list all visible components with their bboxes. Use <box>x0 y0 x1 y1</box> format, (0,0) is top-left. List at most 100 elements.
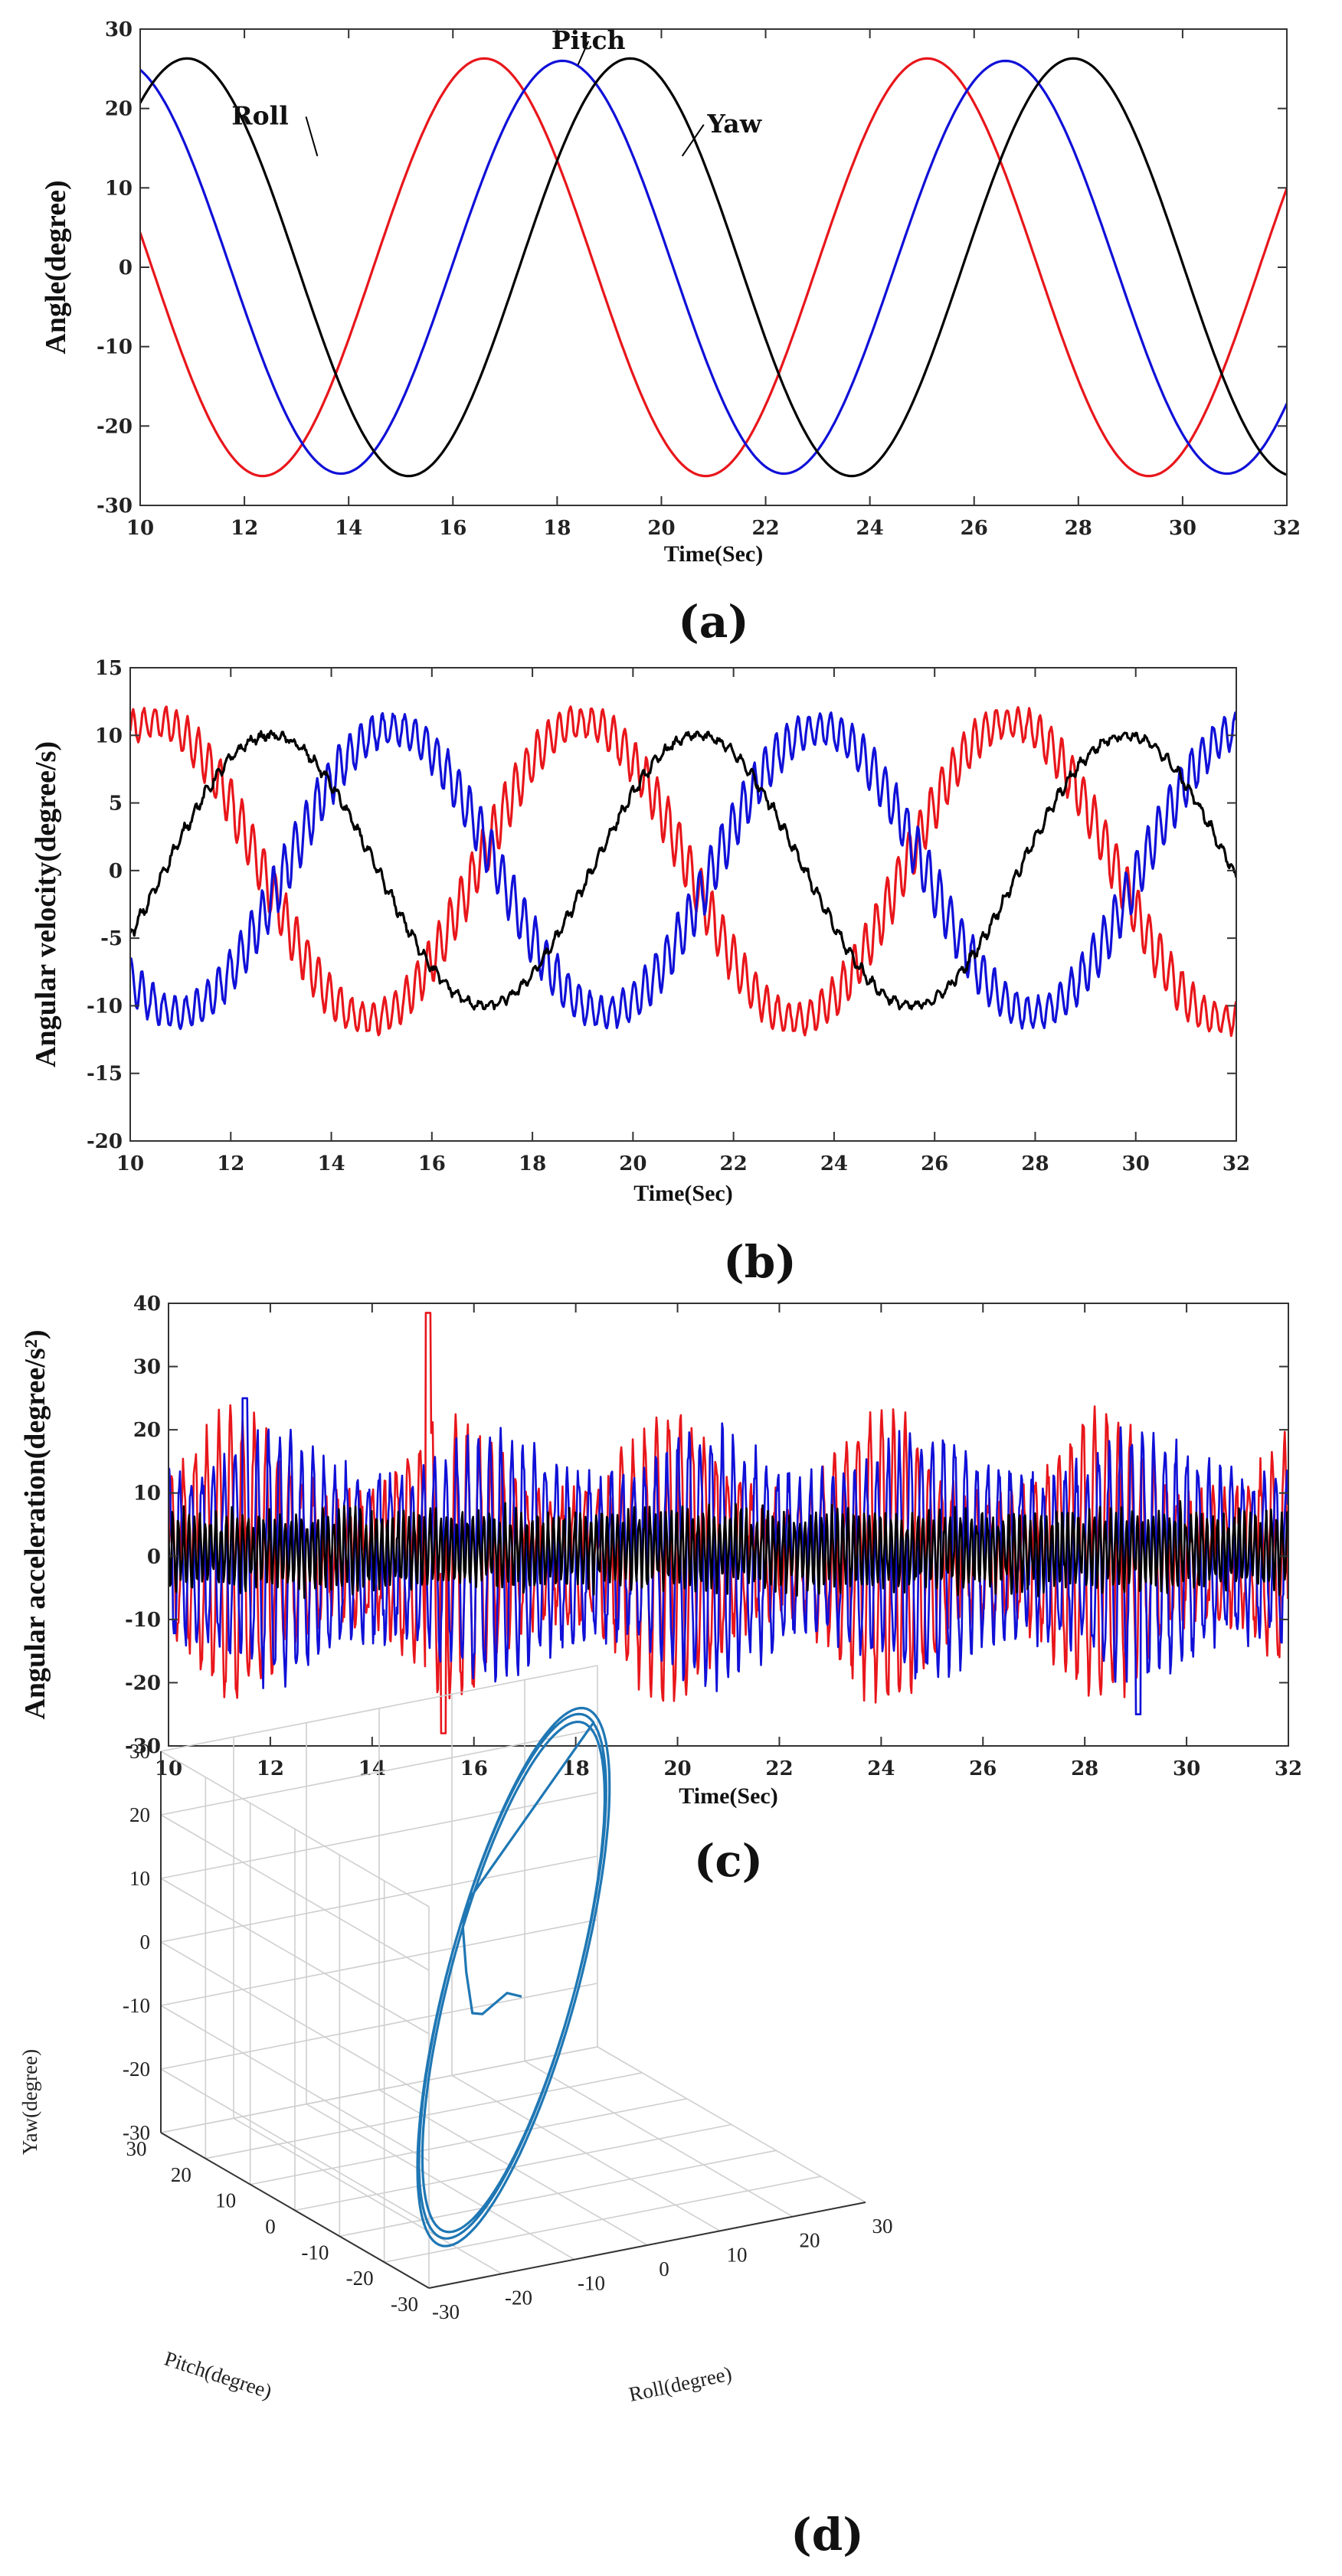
x-tick-label: 28 <box>1021 1152 1049 1175</box>
series-line-pitch-rate <box>130 711 1236 1031</box>
x-axis-label: Time(Sec) <box>664 541 763 567</box>
chart-c: 10 12 14 16 18 20 22 24 26 28 30 32403020100-10-20-… <box>19 1293 1302 1887</box>
y-tick-label: -20 <box>125 1672 161 1695</box>
y-axis-label: Angular velocity(degree/s) <box>30 741 62 1067</box>
y-tick-label: 0 <box>109 860 123 883</box>
chart-a: 10 12 14 16 18 20 22 24 26 28 30 32 30 20 10 0 -10 -20 -30… <box>40 18 1301 648</box>
annotation-label: Yaw <box>706 109 762 139</box>
x-tick-label: 10 <box>126 517 154 540</box>
x-tick-label: 28 <box>1071 1757 1098 1780</box>
pitch-tick-label: -30 <box>391 2293 418 2316</box>
pitch-axis-label: Pitch(degree) <box>162 2347 275 2403</box>
pitch-tick-label: 30 <box>126 2137 147 2160</box>
y-tick-label: 20 <box>105 98 133 121</box>
series-group <box>169 1312 1288 1734</box>
chart-b: 10 12 14 16 18 20 22 24 26 28 30 32 15 10 5 0 -5 -10 -15 -2… <box>30 657 1250 1288</box>
y-tick-label: 30 <box>133 1356 161 1379</box>
roll-axis-line <box>428 2202 866 2289</box>
roll-tick-label: 10 <box>727 2243 748 2266</box>
y-tick-label: 20 <box>133 1419 161 1442</box>
y-tick-label: 10 <box>95 724 123 747</box>
yaw-tick-label: 20 <box>129 1803 150 1826</box>
x-tick-label: 18 <box>519 1152 546 1175</box>
pitch-tick-label: 0 <box>265 2215 276 2238</box>
y-tick-label: -10 <box>125 1609 161 1632</box>
x-tick-label: 24 <box>820 1152 848 1175</box>
y-tick-label: -30 <box>97 495 133 518</box>
grid-line <box>160 1665 598 1752</box>
y-axis-label: Angular acceleration(degree/s²) <box>19 1329 51 1719</box>
y-tick-label: 10 <box>105 177 133 200</box>
series-line-attitude-trajectory <box>416 1706 611 2247</box>
x-tick-label: 32 <box>1275 1757 1302 1780</box>
pitch-tick-label: -20 <box>346 2267 374 2290</box>
series-line-roll <box>140 57 1287 478</box>
plot-frame <box>129 667 1237 1142</box>
series-line-yaw-acceleration <box>169 1500 1288 1600</box>
x-tick-label: 24 <box>867 1757 895 1780</box>
series-line-roll-acceleration <box>169 1312 1288 1734</box>
grid-line <box>160 1814 430 1971</box>
x-tick-label: 30 <box>1122 1152 1150 1175</box>
x-tick-label: 20 <box>647 517 675 540</box>
roll-tick-label: 20 <box>800 2229 820 2252</box>
pitch-tick-label: 10 <box>215 2189 236 2212</box>
x-tick-label: 12 <box>231 517 258 540</box>
annotation-label: Pitch <box>552 25 626 55</box>
x-tick-label: 30 <box>1173 1757 1200 1780</box>
annotation-leader <box>681 124 705 157</box>
roll-tick-label: 0 <box>659 2257 669 2280</box>
roll-axis-label: Roll(degree) <box>627 2362 734 2406</box>
y-tick-label: 40 <box>133 1293 161 1316</box>
x-tick-label: 12 <box>257 1757 284 1780</box>
roll-tick-label: -30 <box>432 2300 460 2323</box>
yaw-tick-label: -30 <box>123 2121 150 2144</box>
y-tick-label: -5 <box>100 927 123 950</box>
roll-tick-label: -20 <box>505 2286 532 2309</box>
roll-tick-label: 30 <box>872 2215 893 2238</box>
y-tick-label: 30 <box>105 18 133 41</box>
x-axis-label: Time(Sec) <box>679 1783 777 1809</box>
panel-caption: (c) <box>694 1835 763 1887</box>
panel-caption: (d) <box>790 2509 863 2561</box>
annotation-leader <box>305 116 319 157</box>
panel-caption: (b) <box>723 1236 796 1288</box>
x-tick-label: 26 <box>921 1152 948 1175</box>
grid-line <box>250 2097 687 2185</box>
y-tick-label: 5 <box>109 793 123 816</box>
grid-line <box>160 2046 598 2133</box>
x-tick-label: 16 <box>418 1152 446 1175</box>
y-tick-label: -20 <box>97 415 133 438</box>
pitch-tick-label: 20 <box>171 2163 191 2186</box>
x-tick-label: 10 <box>116 1152 144 1175</box>
annotation-leader <box>577 41 590 66</box>
pitch-axis-line <box>160 2132 430 2289</box>
x-tick-label: 20 <box>619 1152 646 1175</box>
x-tick-label: 14 <box>317 1152 345 1175</box>
x-tick-label: 26 <box>961 517 988 540</box>
x-tick-label: 14 <box>358 1757 386 1780</box>
yaw-tick-label: 0 <box>140 1930 151 1953</box>
series-line-yaw-rate <box>130 729 1236 1011</box>
x-tick-label: 22 <box>765 1757 793 1780</box>
x-tick-label: 22 <box>720 1152 748 1175</box>
y-tick-label: -10 <box>87 995 123 1018</box>
series-line-roll-rate <box>130 705 1236 1038</box>
x-tick-label: 14 <box>335 517 362 540</box>
yaw-tick-label: 10 <box>129 1867 150 1890</box>
y-axis-label: Angle(degree) <box>40 180 72 354</box>
x-tick-label: 30 <box>1169 517 1196 540</box>
x-tick-label: 32 <box>1223 1152 1250 1175</box>
y-tick-label: 15 <box>95 657 123 680</box>
grid-line <box>160 1751 430 1907</box>
yaw-tick-label: -20 <box>123 2058 150 2081</box>
y-tick-label: -30 <box>125 1735 161 1758</box>
x-tick-label: 18 <box>543 517 571 540</box>
x-tick-label: 32 <box>1273 517 1301 540</box>
panel-caption: (a) <box>678 596 748 648</box>
x-tick-label: 26 <box>969 1757 997 1780</box>
y-tick-label: 0 <box>119 257 133 280</box>
x-tick-label: 16 <box>439 517 466 540</box>
x-tick-label: 28 <box>1065 517 1092 540</box>
